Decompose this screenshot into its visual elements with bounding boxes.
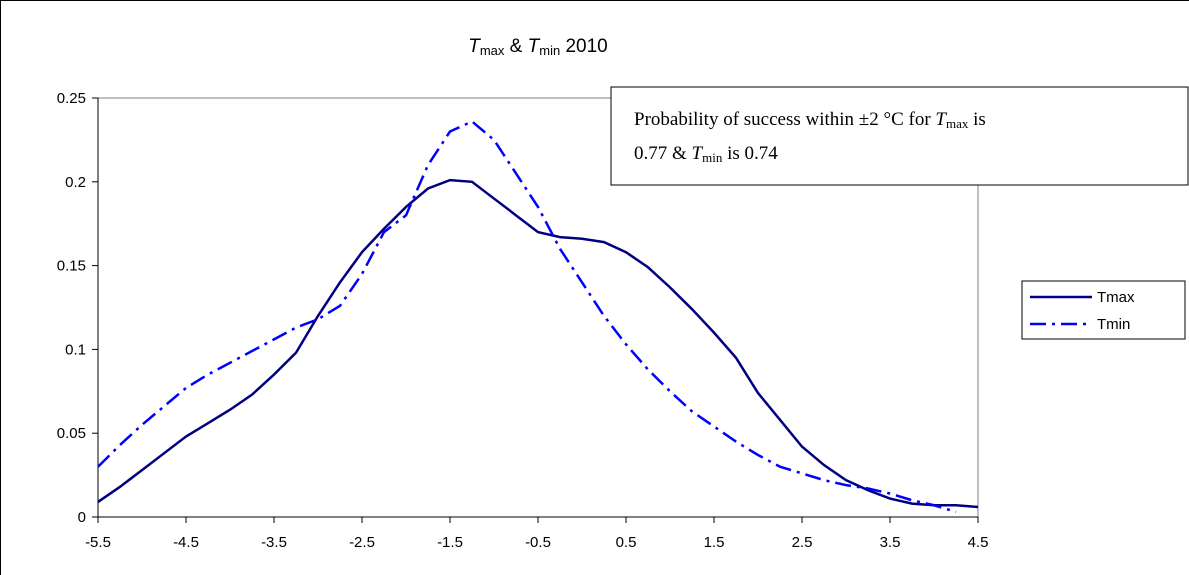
x-tick-label: -0.5 xyxy=(525,534,551,551)
series-line xyxy=(97,178,979,509)
x-tick-label: 1.5 xyxy=(704,534,725,551)
x-tick-label: -5.5 xyxy=(85,534,111,551)
y-tick-label: 0.1 xyxy=(65,341,86,358)
annotation: Probability of success within ±2 °C for … xyxy=(634,109,986,131)
text-part: max xyxy=(480,43,505,58)
legend xyxy=(1021,280,1186,340)
x-tick-label: 4.5 xyxy=(968,534,989,551)
x-tick-label: 0.5 xyxy=(616,534,637,551)
text-part: Probability of success within ±2 °C for xyxy=(634,109,935,130)
text-part: T xyxy=(528,36,541,57)
x-tick-label: -4.5 xyxy=(173,534,199,551)
x-tick-label: 2.5 xyxy=(792,534,813,551)
series-line xyxy=(97,119,957,514)
y-tick-label: 0 xyxy=(78,509,86,526)
text-part: max xyxy=(946,116,969,131)
text-part: T xyxy=(468,36,481,57)
text-part: T xyxy=(692,143,704,164)
y-tick-label: 0.2 xyxy=(65,174,86,191)
x-tick-label: -3.5 xyxy=(261,534,287,551)
text-part: is xyxy=(968,109,985,130)
text-part: min xyxy=(702,150,723,165)
text-part: is 0.74 xyxy=(722,143,778,164)
text-part: T xyxy=(935,109,947,130)
legend-label: Tmax xyxy=(1097,289,1135,306)
chart-title: Tmax & Tmin 2010 xyxy=(468,36,608,58)
text-part: 0.77 & xyxy=(634,143,692,164)
x-tick-label: -1.5 xyxy=(437,534,463,551)
y-tick-label: 0.15 xyxy=(57,258,86,275)
text-part: 2010 xyxy=(560,36,608,57)
annotation: 0.77 & Tmin is 0.74 xyxy=(634,143,778,165)
x-tick-label: -2.5 xyxy=(349,534,375,551)
text-part: & xyxy=(504,36,527,57)
annotation-box xyxy=(610,86,1189,186)
legend-label: Tmin xyxy=(1097,316,1130,333)
y-tick-label: 0.25 xyxy=(57,90,86,107)
y-tick-label: 0.05 xyxy=(57,425,86,442)
text-part: min xyxy=(539,43,560,58)
x-tick-label: 3.5 xyxy=(880,534,901,551)
